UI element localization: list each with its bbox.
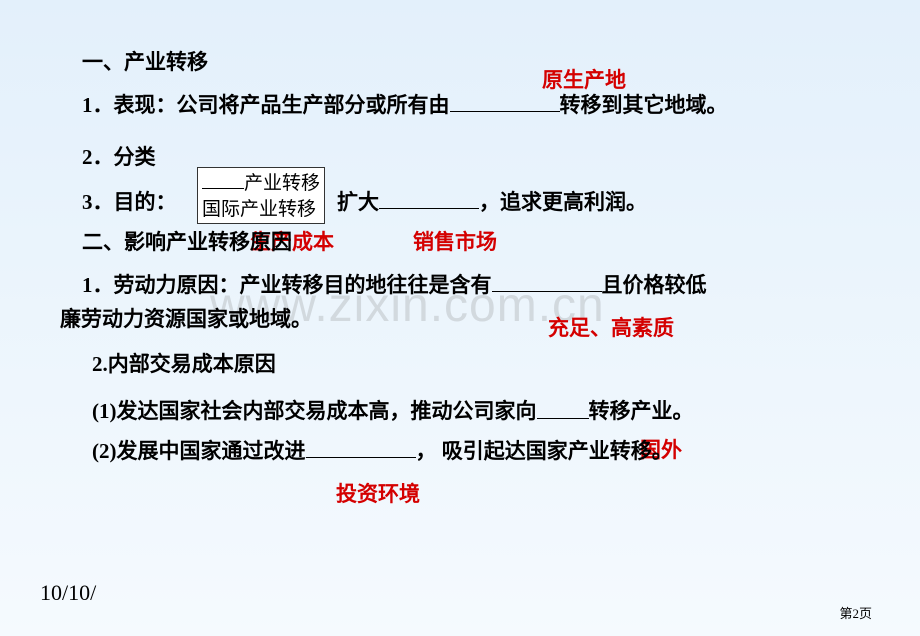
- line-7b: ， 吸引起达国家产业转移。: [416, 439, 673, 463]
- line-4c: 廉劳动力资源国家或地域。: [60, 305, 838, 334]
- line-4a: 1．劳动力原因：产业转移目的地往往是含有: [82, 273, 492, 297]
- heading-2: 二、影响产业转移原因: [82, 228, 838, 257]
- line-4b: 且价格较低: [602, 273, 707, 297]
- blank-7: [306, 435, 416, 458]
- line-6a: (1)发达国家社会内部交易成本高，推动公司家向: [92, 400, 537, 424]
- line-7: (2)发展中国家通过改进 ， 吸引起达国家产业转移。: [92, 435, 838, 466]
- line-4: 1．劳动力原因：产业转移目的地往往是含有 且价格较低: [82, 269, 838, 300]
- line-1: 1．表现：公司将产品生产部分或所有由 转移到其它地域。: [82, 89, 838, 120]
- slide: www.zixin.com.cn 一、产业转移 原生产地 1．表现：公司将产品生…: [0, 0, 920, 636]
- heading-1: 一、产业转移: [82, 48, 838, 77]
- line-7a: (2)发展中国家通过改进: [92, 439, 306, 463]
- line-6b: 转移产业。: [589, 400, 694, 424]
- line-3b: 扩大: [337, 190, 379, 214]
- line-3a: 3．目的：: [82, 190, 177, 214]
- line-1b: 转移到其它地域。: [560, 93, 728, 117]
- blank-3: [379, 186, 479, 209]
- footer-page: 第2页: [839, 603, 872, 622]
- blank-4: [492, 269, 602, 292]
- line-5: 2.内部交易成本原因: [92, 350, 838, 379]
- line-3c: ，追求更高利润。: [479, 190, 647, 214]
- blank-6: [537, 395, 589, 418]
- answer-6: 投资环境: [336, 478, 420, 508]
- line-3: 3．目的： 扩大 ，追求更高利润。: [82, 186, 838, 217]
- line-6: (1)发达国家社会内部交易成本高，推动公司家向 转移产业。: [92, 395, 838, 426]
- line-2: 2．分类: [82, 143, 838, 172]
- footer-date: 10/10/: [40, 580, 96, 606]
- blank-1: [450, 89, 560, 112]
- line-1a: 1．表现：公司将产品生产部分或所有由: [82, 93, 450, 117]
